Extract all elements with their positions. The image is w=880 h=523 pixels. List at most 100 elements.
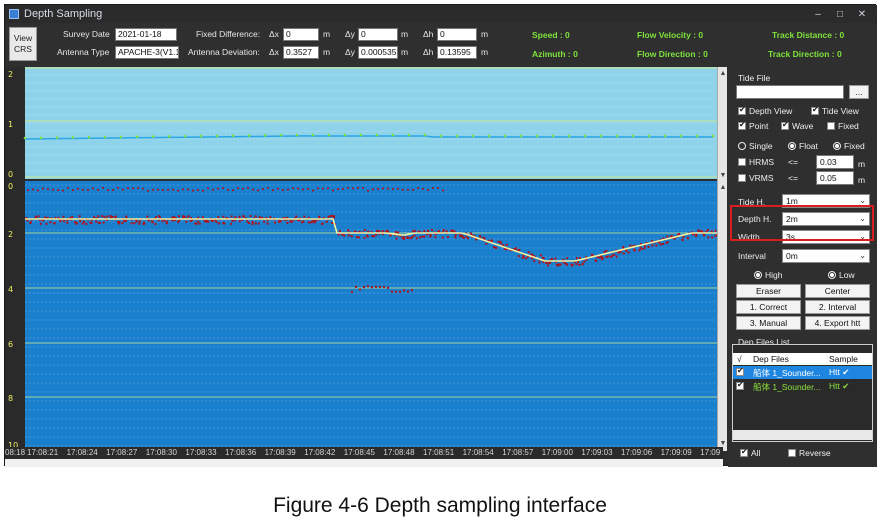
sounding-point — [578, 257, 581, 260]
hrms-operator: <= — [788, 157, 798, 167]
scroll-up-icon-2[interactable]: ▲ — [719, 184, 727, 191]
fixed-dx-field[interactable]: 0 — [283, 28, 319, 41]
antenna-type-field[interactable]: APACHE-3(V1.1) — [115, 46, 179, 59]
tide-file-field[interactable] — [736, 85, 844, 99]
fixed-radio[interactable]: Fixed — [833, 141, 865, 151]
vrms-checkbox[interactable]: VRMS — [738, 173, 774, 183]
sounding-point — [595, 255, 598, 258]
sounding-point — [557, 264, 560, 267]
scroll-down-icon-2[interactable]: ▼ — [719, 440, 727, 447]
surface-noise-point — [247, 187, 249, 189]
interval-select[interactable]: 0m ⌄ — [782, 249, 870, 263]
dev-dx-field[interactable]: 0.3527 — [283, 46, 319, 59]
surface-noise-point — [122, 188, 124, 191]
export-htt-button[interactable]: 4. Export htt — [805, 316, 870, 330]
tide-view-checkbox[interactable]: Tide View — [811, 105, 859, 116]
sounding-point — [691, 233, 694, 236]
sounding-point — [403, 237, 406, 240]
surface-noise-point — [287, 188, 289, 191]
fixed-difference-label: Fixed Difference: — [196, 29, 261, 39]
dev-dh-field[interactable]: 0.13595 — [437, 46, 477, 59]
surface-noise-point — [392, 188, 394, 190]
chart-horizontal-scrollbar[interactable] — [5, 459, 723, 467]
sounding-point — [163, 219, 166, 222]
sounding-point — [434, 236, 437, 239]
tide-point — [327, 133, 331, 137]
sounding-point — [171, 216, 174, 219]
interval-value: 0m — [786, 251, 798, 261]
reverse-checkbox[interactable]: Reverse — [788, 448, 831, 458]
survey-date-field[interactable]: 2021-01-18 — [115, 28, 177, 41]
browse-button[interactable]: ... — [849, 85, 869, 99]
vrms-field[interactable]: 0.05 — [816, 171, 854, 185]
sounding-point — [191, 218, 194, 221]
flow-velocity-readout: Flow Velocity : 0 — [637, 30, 704, 40]
scroll-down-icon[interactable]: ▼ — [719, 172, 727, 179]
chart-vertical-scrollbar[interactable]: ▲ ▼ ▲ ▼ — [717, 67, 727, 451]
center-button[interactable]: Center — [805, 284, 870, 298]
sounding-point — [182, 216, 185, 219]
sounding-point — [518, 248, 521, 251]
list-item[interactable]: 船体 1_Sounder... Htt ✔ — [733, 380, 872, 393]
hrms-checkbox[interactable]: HRMS — [738, 157, 774, 167]
minimize-button[interactable]: – — [815, 8, 821, 20]
all-label: All — [751, 448, 761, 458]
sounding-point — [114, 215, 117, 218]
sounding-point — [135, 220, 138, 223]
sounding-point — [307, 221, 310, 224]
manual-button[interactable]: 3. Manual — [736, 316, 801, 330]
sounding-point — [389, 234, 392, 237]
tide-point — [39, 136, 43, 140]
sounding-point — [643, 247, 646, 250]
tide-h-select[interactable]: 1m ⌄ — [782, 194, 870, 208]
fixed-checkbox[interactable]: Fixed — [827, 121, 859, 131]
sounding-point — [505, 243, 508, 246]
surface-noise-point — [42, 187, 44, 190]
single-radio[interactable]: Single — [738, 141, 773, 151]
high-radio[interactable]: High — [754, 270, 782, 280]
depth-view-checkbox[interactable]: Depth View — [738, 105, 792, 116]
sounding-point — [638, 249, 641, 252]
sounding-point — [585, 258, 588, 261]
tide-view-check-icon — [811, 105, 819, 115]
list-item[interactable]: 船体 1_Sounder... Htt ✔ — [733, 366, 872, 379]
sounding-point — [697, 229, 700, 232]
view-crs-button[interactable]: View CRS — [9, 27, 37, 61]
surface-noise-point — [412, 188, 414, 191]
outlier-point — [375, 285, 377, 288]
all-checkbox[interactable]: All — [740, 447, 761, 458]
surface-noise-point — [137, 187, 139, 189]
low-radio[interactable]: Low — [828, 270, 855, 280]
wave-checkbox[interactable]: Wave — [781, 120, 813, 131]
close-button[interactable]: ✕ — [857, 8, 867, 20]
interval-button[interactable]: 2. Interval — [805, 300, 870, 314]
sounding-point — [594, 259, 597, 262]
sounding-point — [215, 220, 218, 223]
sounding-point — [555, 264, 558, 267]
sounding-point — [121, 222, 124, 225]
time-tick-label: 17:09:03 — [581, 448, 613, 457]
sounding-point — [347, 229, 350, 232]
float-radio[interactable]: Float — [788, 141, 818, 151]
eraser-button[interactable]: Eraser — [736, 284, 801, 298]
dev-dy-field[interactable]: 0.000535 — [358, 46, 398, 59]
surface-noise-point — [82, 188, 84, 191]
correct-button[interactable]: 1. Correct — [736, 300, 801, 314]
view-crs-line2: CRS — [14, 44, 32, 54]
sounding-point — [125, 219, 128, 222]
sounding-point — [502, 244, 505, 247]
fixed-dh-field[interactable]: 0 — [437, 28, 477, 41]
depth-h-select[interactable]: 2m ⌄ — [782, 212, 870, 226]
surface-noise-point — [152, 188, 154, 191]
scroll-up-icon[interactable]: ▲ — [719, 70, 727, 77]
maximize-button[interactable]: □ — [836, 8, 844, 20]
row-check-icon — [736, 366, 744, 376]
list-scrollbar[interactable] — [733, 430, 872, 440]
sounding-point — [59, 220, 62, 223]
fixed-dy-field[interactable]: 0 — [358, 28, 398, 41]
point-checkbox[interactable]: Point — [738, 120, 768, 131]
hrms-field[interactable]: 0.03 — [816, 155, 854, 169]
sounding-point — [198, 222, 201, 225]
sounding-point — [710, 230, 713, 233]
